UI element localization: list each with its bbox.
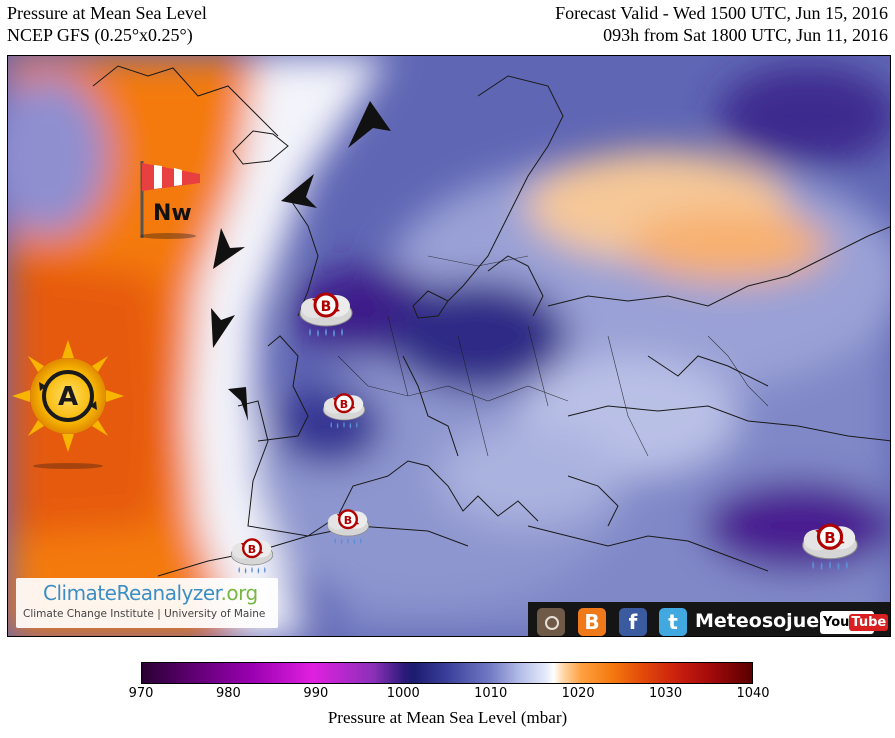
colorbar-tick-label: 1010: [474, 686, 508, 701]
pressure-map: A B B B B B Nw ClimateReanalyzer.org Cli…: [7, 55, 891, 637]
forecast-valid-time: Forecast Valid - Wed 1500 UTC, Jun 15, 2…: [555, 3, 888, 23]
wind-direction-label: Nw: [153, 201, 192, 226]
institute-credit: Climate Change Institute | University of…: [23, 608, 266, 620]
pressure-field: A B B B B B: [8, 56, 890, 636]
sun-anticyclone-icon: A: [12, 340, 124, 469]
low-pressure-label: B: [824, 529, 835, 547]
low-pressure-label: B: [321, 299, 332, 315]
logo-text-reanalyzer: Reanalyzer: [116, 581, 221, 605]
low-pressure-label: B: [344, 514, 352, 527]
colorbar-tick-label: 1030: [649, 686, 683, 701]
low-pressure-label: B: [340, 398, 348, 411]
colorbar-label: Pressure at Mean Sea Level (mbar): [327, 708, 568, 727]
youtube-you-text: You: [823, 615, 850, 630]
colorbar-tick-label: 1040: [736, 686, 770, 701]
forecast-init-time: 093h from Sat 1800 UTC, Jun 11, 2016: [603, 25, 888, 45]
facebook-icon[interactable]: f: [619, 608, 647, 636]
colorbar-tick-label: 1020: [561, 686, 595, 701]
instagram-icon[interactable]: [537, 608, 565, 636]
wind-arrow-icon: [211, 101, 391, 421]
social-media-bar: B f t Meteosojuela You Tube: [528, 602, 890, 636]
colorbar-tick-label: 1000: [386, 686, 420, 701]
blogger-icon[interactable]: B: [578, 608, 606, 636]
youtube-icon[interactable]: You Tube: [820, 611, 889, 634]
colorbar-tick-label: 990: [303, 686, 329, 701]
social-account-name[interactable]: Meteosojuela: [695, 610, 839, 632]
windsock-icon: [140, 161, 200, 239]
model-label: NCEP GFS (0.25°x0.25°): [7, 25, 193, 45]
colorbar-tick-label: 970: [128, 686, 154, 701]
pressure-colorbar: [141, 662, 753, 684]
youtube-tube-text: Tube: [849, 614, 889, 631]
high-pressure-label: A: [58, 382, 78, 412]
map-title: Pressure at Mean Sea Level: [7, 3, 207, 23]
climate-reanalyzer-logo[interactable]: ClimateReanalyzer.org Climate Change Ins…: [16, 578, 278, 628]
colorbar-tick-label: 980: [216, 686, 241, 701]
logo-text-org: .org: [220, 581, 259, 605]
low-pressure-label: B: [248, 543, 256, 556]
logo-text-climate: Climate: [43, 581, 117, 605]
twitter-icon[interactable]: t: [659, 608, 687, 636]
